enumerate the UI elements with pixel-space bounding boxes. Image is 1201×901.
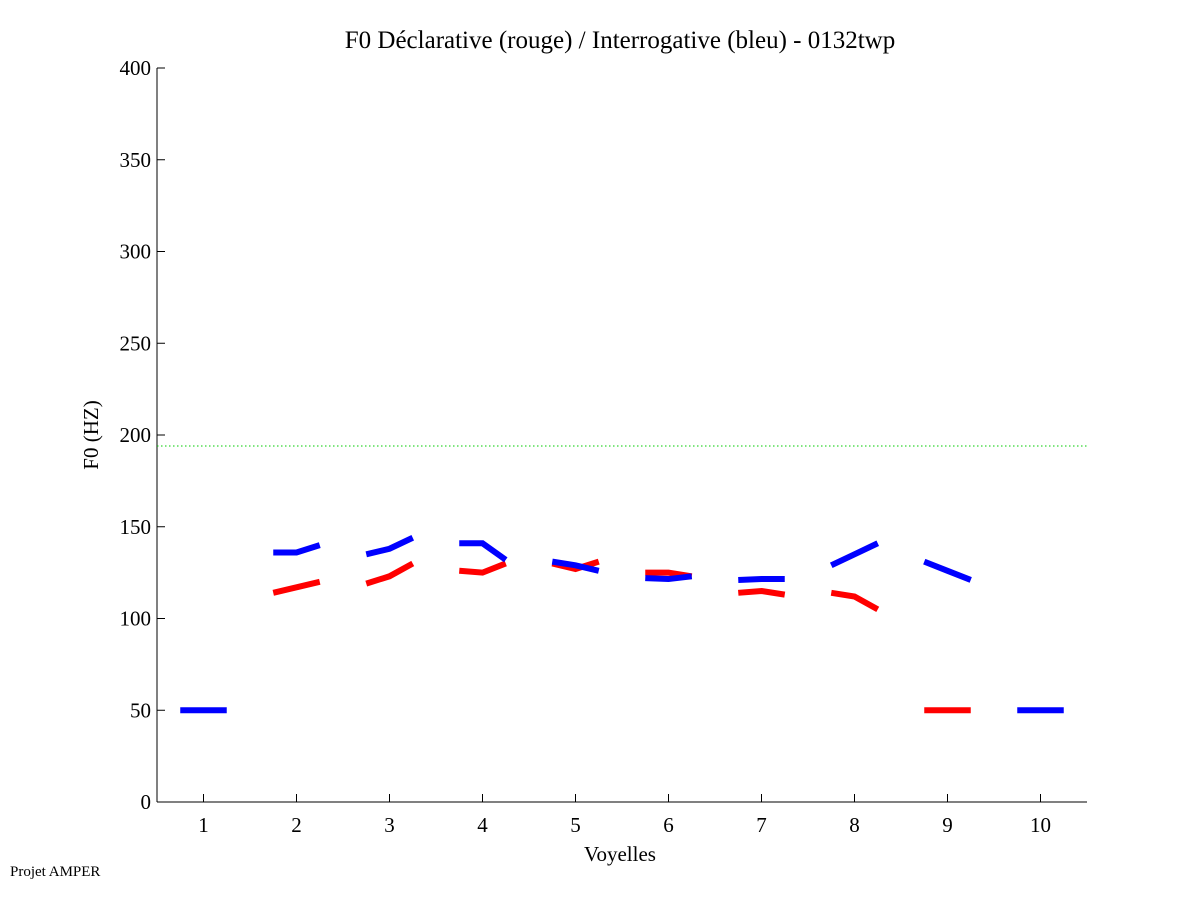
y-tick-label: 250 — [120, 331, 152, 355]
f0-segment-vowel-6 — [645, 573, 693, 583]
f0-segment-vowel-8 — [829, 540, 880, 568]
x-tick-label: 4 — [477, 813, 488, 837]
f0-segment-vowel-8 — [830, 589, 880, 612]
y-tick-label: 200 — [120, 423, 152, 447]
f0-segment-vowel-9 — [923, 558, 972, 583]
x-axis-label: Voyelles — [584, 842, 656, 866]
chart-title: F0 Déclarative (rouge) / Interrogative (… — [345, 27, 896, 54]
y-tick-label: 100 — [120, 607, 152, 631]
f0-segment-vowel-2 — [272, 578, 321, 596]
y-tick-label: 300 — [120, 240, 152, 264]
x-tick-label: 9 — [942, 813, 953, 837]
x-tick-label: 1 — [198, 813, 209, 837]
f0-segment-vowel-4 — [459, 560, 507, 576]
y-tick-label: 50 — [130, 698, 151, 722]
f0-segment-vowel-7 — [738, 576, 785, 583]
footer-credit: Projet AMPER — [10, 864, 101, 880]
f0-segment-vowel-4 — [459, 540, 508, 563]
y-tick-label: 0 — [141, 790, 152, 814]
x-tick-label: 10 — [1030, 813, 1051, 837]
f0-segment-vowel-7 — [738, 587, 786, 598]
f0-segment-vowel-5 — [551, 558, 600, 574]
f0-segment-vowel-2 — [273, 542, 321, 556]
x-tick-label: 3 — [384, 813, 395, 837]
axes: 0 50 100 150 200 250 300 350 400 1 2 3 4 5 6 7 8 9 10 — [120, 56, 1087, 837]
y-tick-label: 350 — [120, 148, 152, 172]
x-tick-label: 2 — [291, 813, 302, 837]
x-tick-label: 5 — [570, 813, 581, 837]
x-tick-label: 6 — [663, 813, 674, 837]
y-tick-label: 150 — [120, 515, 152, 539]
x-tick-label: 8 — [849, 813, 860, 837]
y-axis-label: F0 (HZ) — [79, 400, 103, 469]
y-tick-label: 400 — [120, 56, 152, 80]
f0-segment-vowel-3 — [365, 560, 415, 587]
f0-segment-vowel-3 — [365, 535, 415, 558]
series-marks — [180, 535, 1064, 714]
x-tick-label: 7 — [756, 813, 767, 837]
